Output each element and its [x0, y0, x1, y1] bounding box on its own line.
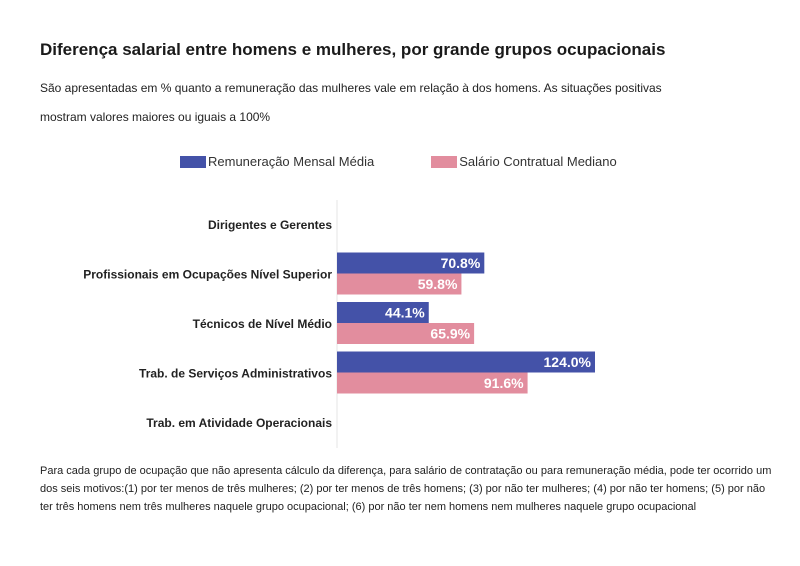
legend-label-salario: Salário Contratual Mediano: [459, 154, 617, 169]
category-label: Trab. em Atividade Operacionais: [146, 416, 332, 430]
bar: [337, 351, 595, 373]
footnote: Para cada grupo de ocupação que não apre…: [40, 465, 772, 513]
legend-swatch-salario: [431, 155, 458, 168]
subtitle-line-2: mostram valores maiores ou iguais a 100%: [40, 110, 271, 124]
bar-value-label: 44.1%: [385, 305, 425, 321]
legend-swatch-remuneracao: [180, 155, 206, 168]
bar-value-label: 65.9%: [430, 326, 470, 342]
bar-value-label: 124.0%: [544, 354, 592, 370]
bar: [337, 273, 462, 295]
chart-subtitle: São apresentadas em % quanto a remuneraç…: [40, 74, 760, 132]
category-label: Técnicos de Nível Médio: [193, 317, 332, 331]
category-label: Dirigentes e Gerentes: [208, 218, 332, 232]
bar: [337, 302, 429, 323]
bar-value-label: 59.8%: [418, 276, 458, 292]
legend-item-salario[interactable]: Salário Contratual Mediano: [431, 154, 617, 169]
bar-value-label: 70.8%: [441, 255, 481, 271]
bar: [337, 372, 528, 394]
chart-title: Diferença salarial entre homens e mulher…: [40, 40, 666, 59]
subtitle-line-1: São apresentadas em % quanto a remuneraç…: [40, 81, 662, 95]
category-label: Profissionais em Ocupações Nível Superio…: [83, 267, 332, 281]
bar-value-label: 91.6%: [484, 375, 524, 391]
category-label: Trab. de Serviços Administrativos: [139, 366, 332, 380]
bar-chart: Dirigentes e Gerentes Profissionais em Oc…: [83, 200, 595, 448]
legend-label-remuneracao: Remuneração Mensal Média: [208, 154, 375, 169]
legend-item-remuneracao[interactable]: Remuneração Mensal Média: [180, 154, 374, 169]
bar: [337, 323, 475, 344]
bar: [337, 252, 485, 274]
chart-legend: Remuneração Mensal Média Salário Contrat…: [180, 154, 674, 169]
